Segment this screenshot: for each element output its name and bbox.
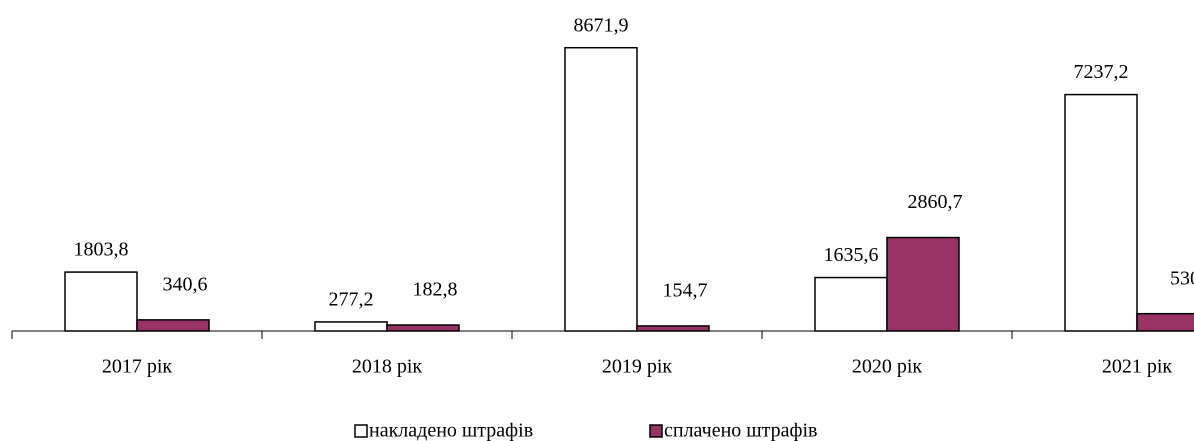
bar — [636, 325, 710, 332]
data-label: 154,7 — [663, 280, 708, 302]
bar — [1136, 312, 1194, 332]
bar — [814, 276, 888, 332]
bar — [136, 319, 210, 332]
legend-swatch — [354, 424, 368, 438]
data-label: 1803,8 — [74, 239, 129, 261]
x-tick-label: 2021 рік — [1102, 356, 1173, 378]
data-label: 277,2 — [329, 289, 374, 311]
bar — [314, 321, 388, 332]
data-label: 1635,6 — [824, 244, 879, 266]
legend-label: сплачено штрафів — [664, 420, 818, 441]
x-tick-label: 2017 рік — [102, 356, 173, 378]
data-label: 7237,2 — [1074, 61, 1129, 83]
data-label: 2860,7 — [908, 191, 963, 213]
data-label: 530 — [1170, 267, 1194, 289]
bar — [564, 46, 638, 332]
data-label: 8671,9 — [574, 14, 629, 36]
data-label: 340,6 — [163, 273, 208, 295]
x-tick-label: 2018 рік — [352, 356, 423, 378]
legend-label: накладено штрафів — [369, 420, 533, 441]
x-tick-label: 2020 рік — [852, 356, 923, 378]
bar — [1064, 93, 1138, 332]
x-tick-label: 2019 рік — [602, 356, 673, 378]
bar — [386, 324, 460, 332]
bar — [886, 236, 960, 332]
data-label: 182,8 — [413, 279, 458, 301]
legend-swatch — [649, 424, 663, 438]
bar — [64, 271, 138, 332]
